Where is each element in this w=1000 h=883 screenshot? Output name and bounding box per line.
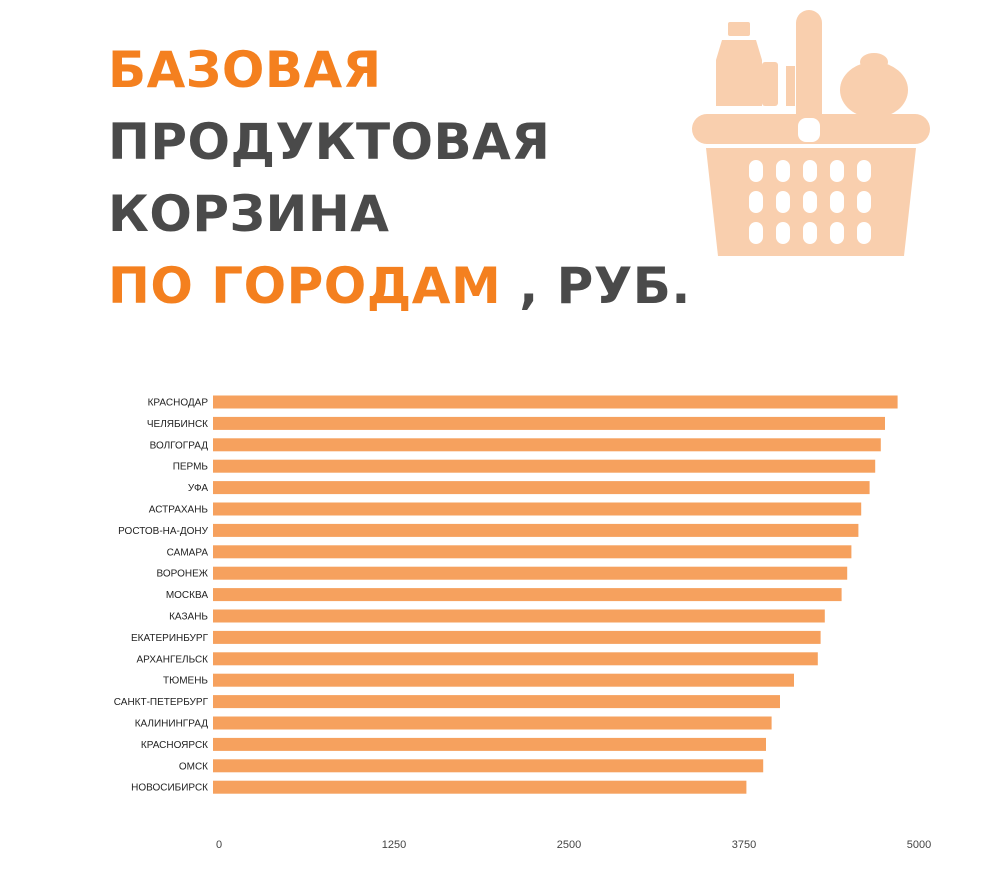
bar-9 bbox=[213, 566, 848, 580]
bar-1 bbox=[213, 395, 898, 409]
category-label: МОСКВА bbox=[166, 590, 208, 601]
category-label: ВОРОНЕЖ bbox=[157, 569, 209, 580]
bar-6 bbox=[213, 502, 862, 516]
title-accent: ПО ГОРОДАМ bbox=[108, 257, 502, 315]
bar-11 bbox=[213, 609, 825, 623]
bar-4 bbox=[213, 459, 876, 473]
category-label: ПЕРМЬ bbox=[173, 462, 209, 473]
title-line-3: КОРЗИНА bbox=[108, 185, 390, 243]
shopping-basket-icon bbox=[692, 10, 930, 256]
bar-13 bbox=[213, 652, 818, 666]
bar-12 bbox=[213, 630, 821, 644]
category-label: УФА bbox=[188, 483, 208, 494]
title-line-2: ПРОДУКТОВАЯ bbox=[108, 113, 551, 171]
category-label: КАЗАНЬ bbox=[169, 612, 208, 623]
bar-16 bbox=[213, 716, 772, 730]
category-label: КАЛИНИНГРАД bbox=[135, 719, 209, 730]
category-label: САНКТ-ПЕТЕРБУРГ bbox=[114, 697, 209, 708]
category-label: ВОЛГОГРАД bbox=[150, 440, 209, 451]
x-tick-label: 2500 bbox=[557, 839, 581, 851]
bar-17 bbox=[213, 737, 766, 751]
category-label: КРАСНОДАР bbox=[148, 398, 209, 409]
category-label: АСТРАХАНЬ bbox=[149, 505, 209, 516]
x-tick-label: 1250 bbox=[382, 839, 406, 851]
x-tick-label: 5000 bbox=[907, 839, 931, 851]
category-label: АРХАНГЕЛЬСК bbox=[137, 654, 209, 665]
category-label: РОСТОВ-НА-ДОНУ bbox=[118, 526, 209, 537]
bar-5 bbox=[213, 481, 870, 495]
bar-8 bbox=[213, 545, 852, 559]
bar-18 bbox=[213, 759, 764, 773]
bar-15 bbox=[213, 695, 780, 709]
category-label: ЧЕЛЯБИНСК bbox=[147, 419, 208, 430]
x-tick-label: 0 bbox=[216, 839, 222, 851]
bar-19 bbox=[213, 780, 747, 794]
bar-2 bbox=[213, 416, 885, 430]
category-label: ЕКАТЕРИНБУРГ bbox=[131, 633, 209, 644]
category-label: НОВОСИБИРСК bbox=[131, 783, 208, 794]
bar-7 bbox=[213, 523, 859, 537]
title-line-1: БАЗОВАЯ bbox=[108, 41, 382, 99]
title-line-4: ПО ГОРОДАМ , РУБ. bbox=[108, 250, 691, 322]
category-label: ОМСК bbox=[179, 761, 208, 772]
category-label: ТЮМЕНЬ bbox=[163, 676, 208, 687]
bar-10 bbox=[213, 588, 842, 602]
bar-3 bbox=[213, 438, 881, 452]
x-tick-label: 3750 bbox=[732, 839, 756, 851]
chart-title: БАЗОВАЯ ПРОДУКТОВАЯ КОРЗИНА ПО ГОРОДАМ ,… bbox=[108, 34, 691, 322]
title-suffix: , РУБ. bbox=[519, 257, 691, 315]
category-label: КРАСНОЯРСК bbox=[141, 740, 208, 751]
bar-14 bbox=[213, 673, 794, 687]
category-label: САМАРА bbox=[167, 547, 209, 558]
